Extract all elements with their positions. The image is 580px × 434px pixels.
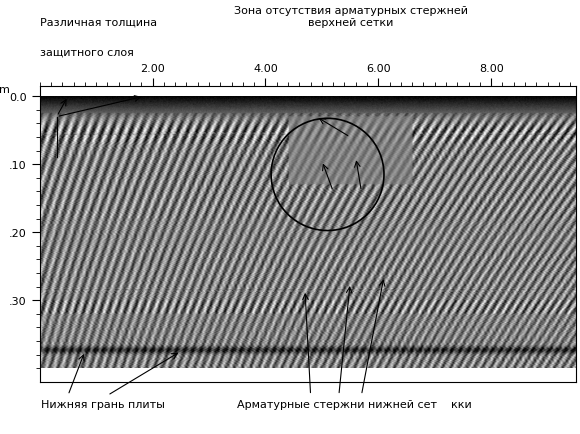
Text: m: m bbox=[0, 85, 10, 95]
Text: Зона отсутствия арматурных стержней
верхней сетки: Зона отсутствия арматурных стержней верх… bbox=[234, 6, 467, 28]
Text: Нижняя грань плиты: Нижняя грань плиты bbox=[41, 399, 165, 409]
Text: Арматурные стержни нижней сет    кки: Арматурные стержни нижней сет кки bbox=[237, 399, 472, 409]
Text: Различная толщина: Различная толщина bbox=[40, 18, 157, 28]
Text: защитного слоя: защитного слоя bbox=[40, 47, 133, 57]
